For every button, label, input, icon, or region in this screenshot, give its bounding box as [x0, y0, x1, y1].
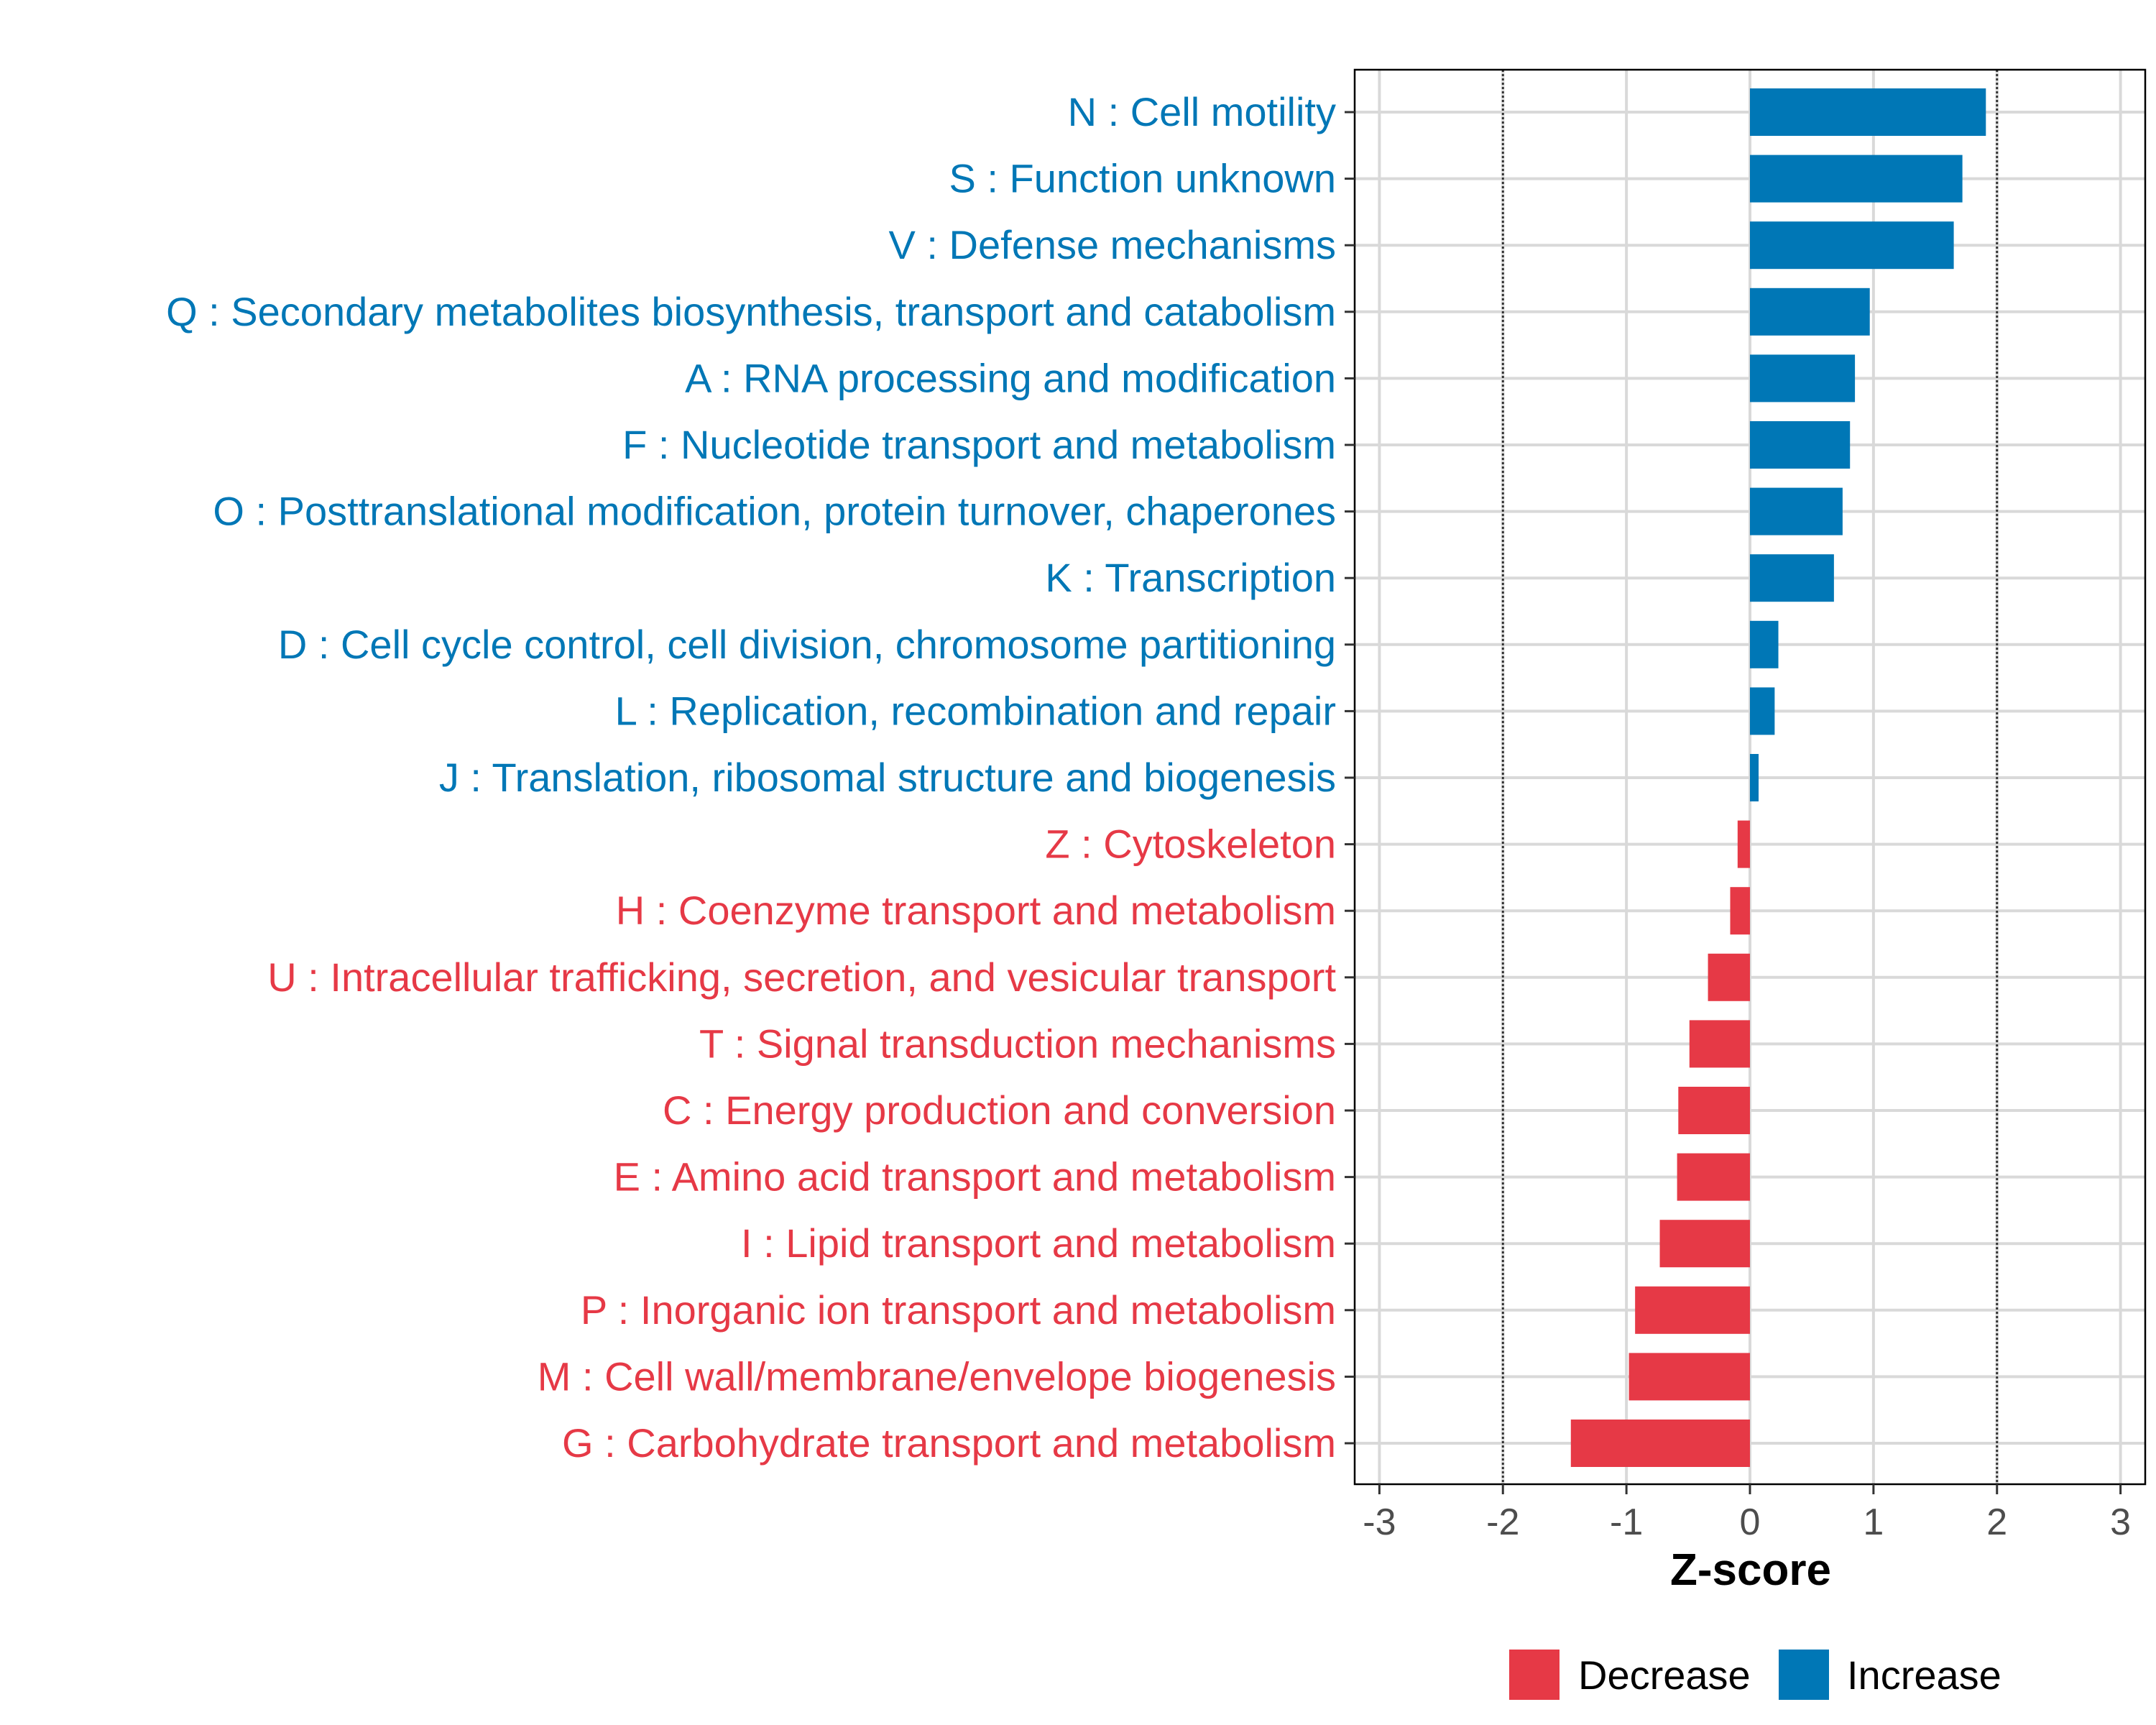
legend-swatch-decrease	[1509, 1650, 1560, 1700]
category-label: C : Energy production and conversion	[663, 1087, 1336, 1133]
y-axis-ticks: N : Cell motility S : Function unknown V :…	[166, 89, 1355, 1466]
x-tick-label: 2	[1986, 1501, 2007, 1543]
category-label: M : Cell wall/membrane/envelope biogenes…	[538, 1353, 1336, 1399]
bar	[1750, 155, 1963, 203]
x-axis-ticks: -3 -2 -1 0 1 2 3	[1363, 1484, 2131, 1543]
bar	[1730, 887, 1750, 935]
x-axis-title: Z-score	[1670, 1545, 1831, 1595]
x-tick-label: -1	[1610, 1501, 1643, 1543]
category-label: Z : Cytoskeleton	[1045, 822, 1336, 867]
legend-label-decrease: Decrease	[1578, 1652, 1751, 1698]
x-tick-label: 3	[2110, 1501, 2131, 1543]
category-label: Q : Secondary metabolites biosynthesis, …	[166, 289, 1336, 334]
bar	[1678, 1087, 1750, 1134]
bar	[1750, 754, 1759, 801]
category-label: P : Inorganic ion transport and metaboli…	[581, 1287, 1336, 1333]
category-label: S : Function unknown	[949, 156, 1336, 201]
category-label: A : RNA processing and modification	[685, 355, 1336, 400]
bar	[1750, 221, 1954, 270]
legend-label-increase: Increase	[1847, 1652, 2001, 1698]
bar	[1737, 820, 1750, 868]
x-tick-label: 0	[1740, 1501, 1761, 1543]
bar	[1750, 421, 1851, 469]
category-label: U : Intracellular trafficking, secretion…	[267, 954, 1336, 1000]
category-label: I : Lipid transport and metabolism	[741, 1220, 1336, 1266]
bar	[1750, 687, 1775, 735]
category-label: G : Carbohydrate transport and metabolis…	[562, 1420, 1336, 1466]
category-label: L : Replication, recombination and repai…	[615, 688, 1336, 733]
bar	[1750, 620, 1779, 668]
x-tick-label: 1	[1863, 1501, 1884, 1543]
category-label: T : Signal transduction mechanisms	[699, 1021, 1336, 1066]
reference-lines	[1501, 70, 1999, 1484]
bar	[1750, 88, 1986, 136]
category-label: N : Cell motility	[1068, 89, 1336, 134]
bar	[1750, 288, 1870, 336]
bar	[1750, 354, 1856, 402]
legend-swatch-increase	[1779, 1650, 1829, 1700]
category-label: O : Posttranslational modification, prot…	[213, 489, 1336, 534]
category-label: F : Nucleotide transport and metabolism	[622, 422, 1336, 467]
x-tick-label: -2	[1486, 1501, 1519, 1543]
bars	[1570, 88, 1986, 1467]
category-label: E : Amino acid transport and metabolism	[614, 1154, 1336, 1200]
bar	[1635, 1286, 1750, 1334]
bar	[1628, 1353, 1750, 1401]
category-label: D : Cell cycle control, cell division, c…	[278, 622, 1336, 667]
bar	[1677, 1153, 1750, 1201]
category-label: V : Defense mechanisms	[889, 222, 1336, 267]
category-label: J : Translation, ribosomal structure and…	[439, 755, 1336, 800]
bar	[1689, 1020, 1750, 1068]
bar	[1750, 487, 1843, 535]
legend: Decrease Increase	[1509, 1650, 2001, 1700]
x-tick-label: -3	[1363, 1501, 1396, 1543]
category-label: H : Coenzyme transport and metabolism	[616, 888, 1336, 933]
bar	[1750, 554, 1834, 602]
bar	[1708, 953, 1750, 1001]
bar	[1659, 1220, 1750, 1268]
category-label: K : Transcription	[1045, 555, 1336, 600]
bar	[1570, 1420, 1750, 1467]
